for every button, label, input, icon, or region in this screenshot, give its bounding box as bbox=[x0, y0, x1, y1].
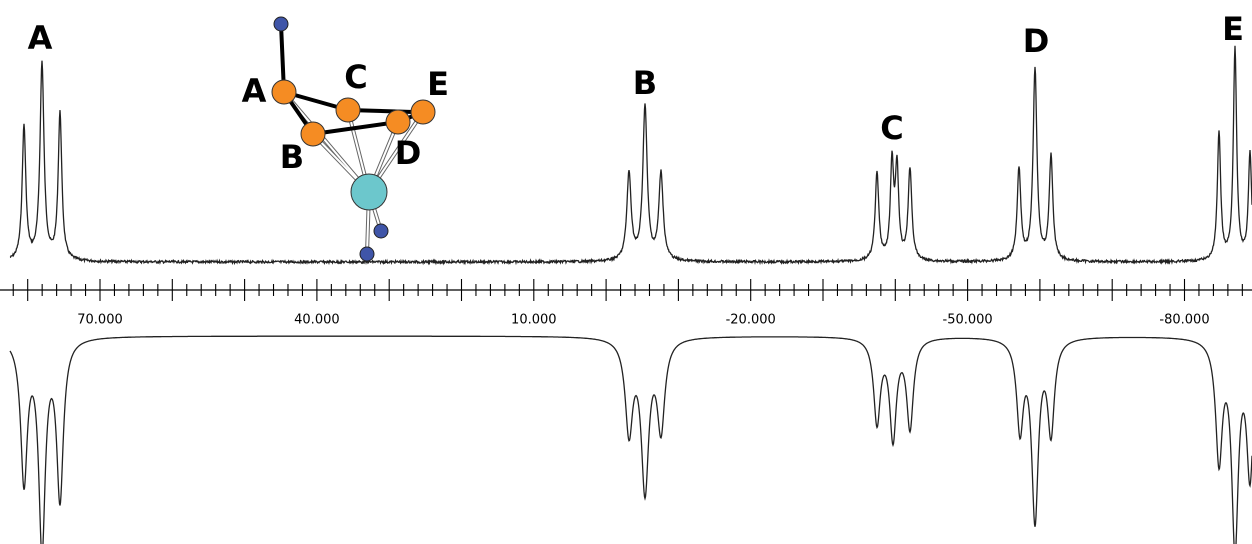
x-tick-label: 40.000 bbox=[294, 313, 340, 328]
x-tick-label: -80.000 bbox=[1159, 313, 1209, 328]
peak-label: A bbox=[28, 19, 53, 57]
molecule-label: D bbox=[395, 134, 422, 172]
spectrum-figure: 70.00040.00010.000-20.000-50.000-80.000 … bbox=[0, 0, 1252, 544]
x-tick-label: -20.000 bbox=[726, 313, 776, 328]
x-tick-label: 10.000 bbox=[511, 313, 557, 328]
molecule-label: E bbox=[427, 65, 449, 103]
axis-ticks: 70.000 40.000 10.000 -20.000 -50.000 -80.000 bbox=[13, 279, 1242, 328]
spectrum-top bbox=[10, 46, 1252, 263]
x-tick-label: 70.000 bbox=[77, 313, 123, 328]
peak-label: B bbox=[633, 64, 657, 102]
molecule-label: A bbox=[242, 72, 267, 110]
molecule-label: B bbox=[280, 138, 304, 176]
molecule-label: C bbox=[344, 58, 367, 96]
spectrum-bottom bbox=[10, 336, 1252, 544]
peak-label: E bbox=[1222, 10, 1244, 48]
peak-label: D bbox=[1023, 22, 1050, 60]
peak-label: C bbox=[880, 109, 903, 147]
x-tick-label: -50.000 bbox=[943, 313, 993, 328]
